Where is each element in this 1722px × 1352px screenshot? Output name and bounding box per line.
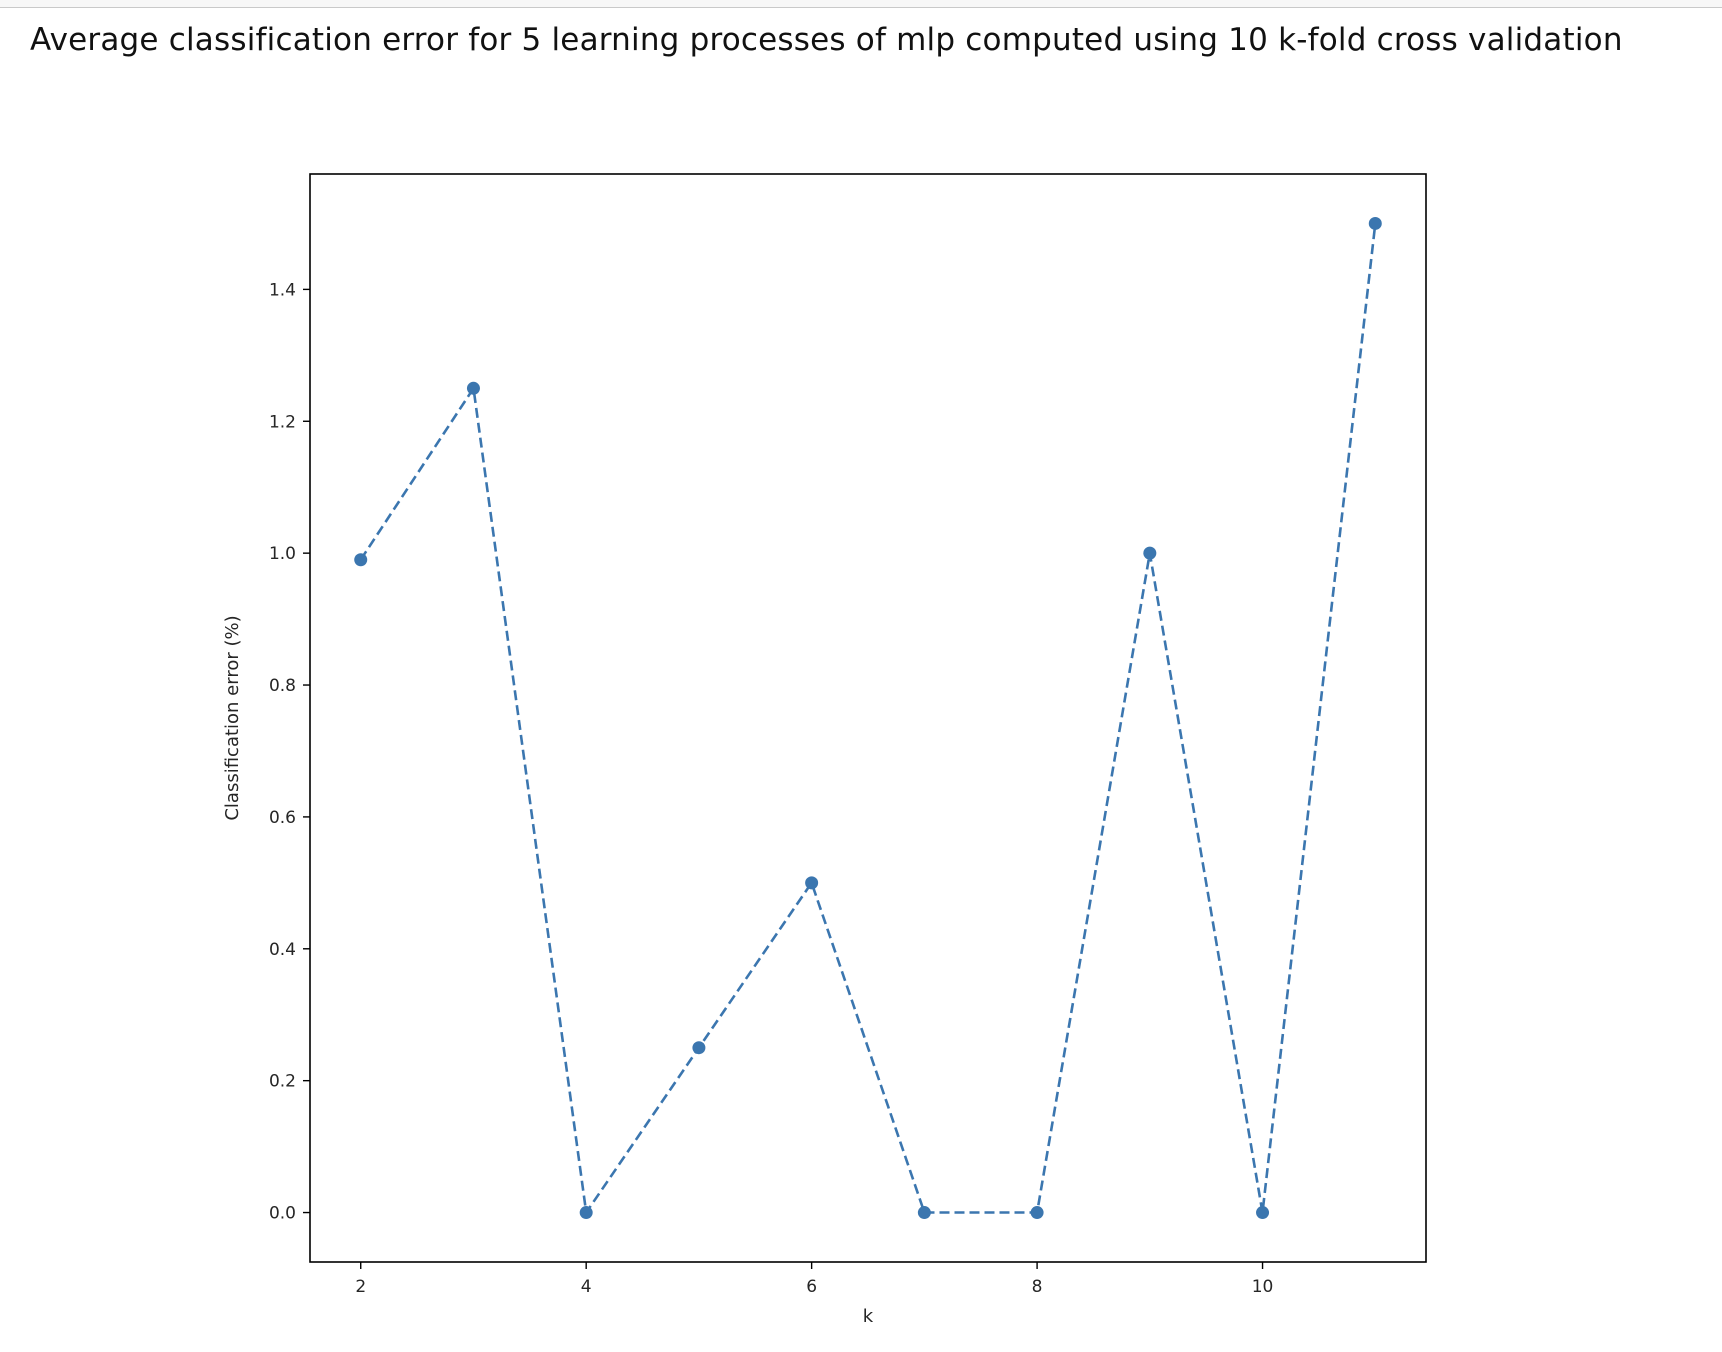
x-tick-label: 6 xyxy=(806,1277,817,1297)
series-line xyxy=(359,223,1377,1217)
x-tick-label: 8 xyxy=(1032,1277,1043,1297)
y-tick-label: 0.6 xyxy=(269,808,296,828)
y-tick-label: 0.0 xyxy=(269,1204,296,1224)
plot-area-frame xyxy=(309,173,1427,1263)
data-point xyxy=(1368,216,1382,230)
chart-title: Average classification error for 5 learn… xyxy=(30,22,1623,58)
data-points xyxy=(354,216,1382,1220)
data-point xyxy=(1143,546,1157,560)
x-tick-label: 2 xyxy=(355,1277,366,1297)
x-axis-label: k xyxy=(863,1306,874,1327)
data-point xyxy=(354,553,368,567)
axis-ticks: 2 4 6 8 10 0.0 0.2 0.4 0.6 0.8 1.0 1.2 1.4 xyxy=(269,280,1273,1297)
y-tick-label: 0.8 xyxy=(269,676,296,696)
data-point xyxy=(579,1206,593,1220)
y-tick-label: 1.4 xyxy=(269,280,296,300)
y-axis-label: Classification error (%) xyxy=(222,615,243,820)
data-point xyxy=(805,876,819,890)
data-point xyxy=(917,1206,931,1220)
x-tick-label: 4 xyxy=(581,1277,592,1297)
y-tick-label: 0.2 xyxy=(269,1072,296,1092)
data-point xyxy=(1256,1206,1270,1220)
data-point xyxy=(692,1041,706,1055)
y-tick-label: 0.4 xyxy=(269,940,296,960)
notebook-cell-border xyxy=(0,0,1722,8)
y-tick-label: 1.0 xyxy=(269,544,296,564)
data-point xyxy=(1030,1206,1044,1220)
x-tick-label: 10 xyxy=(1252,1277,1274,1297)
data-point xyxy=(466,381,480,395)
y-tick-label: 1.2 xyxy=(269,412,296,432)
